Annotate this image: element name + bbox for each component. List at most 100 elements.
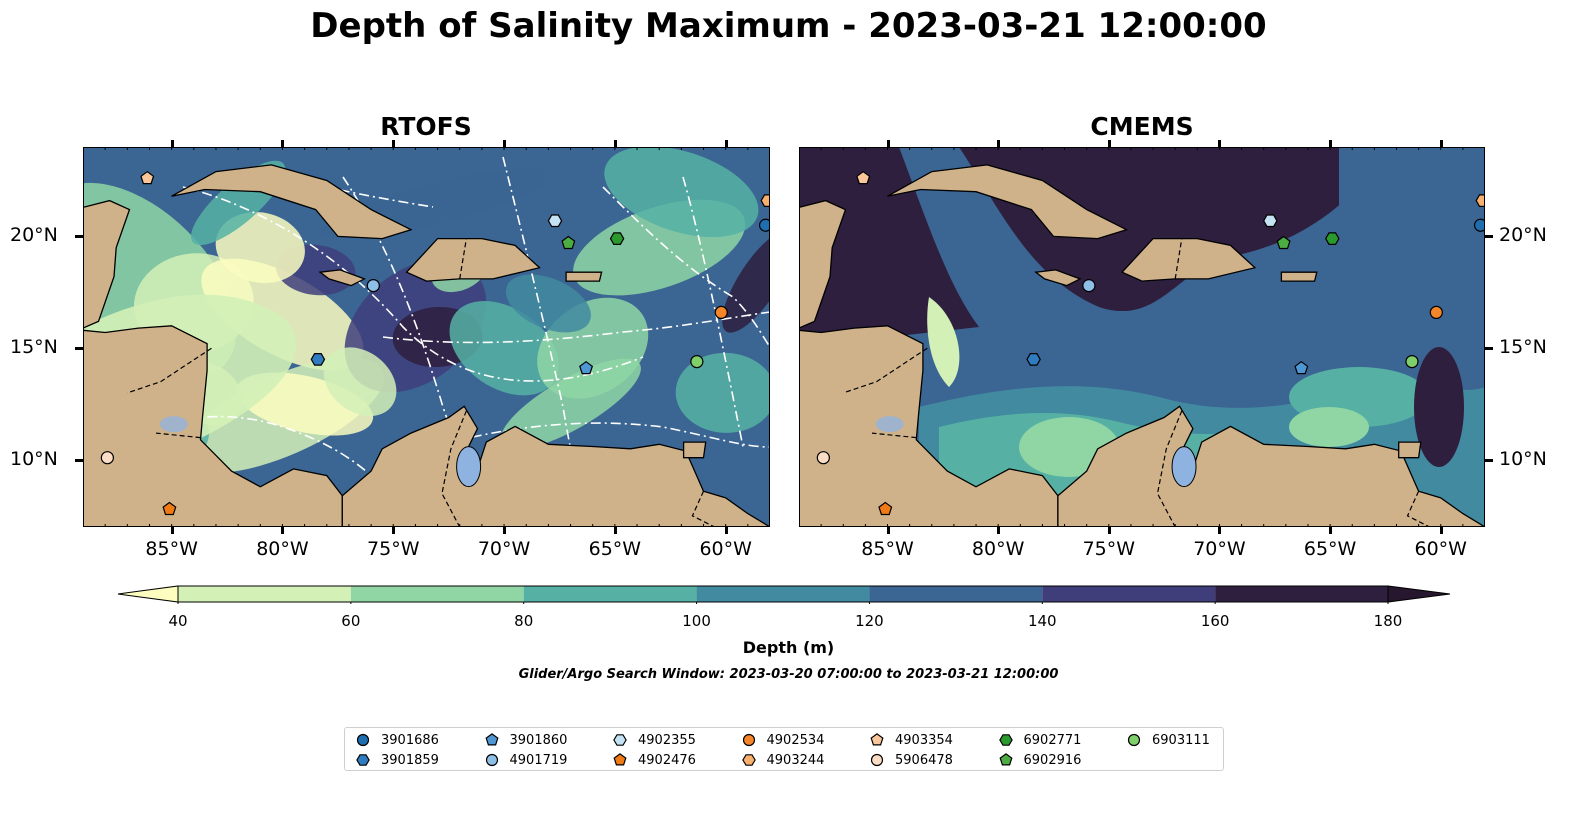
float-3901859 xyxy=(310,353,326,366)
major-tick xyxy=(503,140,507,147)
colorbar-extend-low xyxy=(117,585,179,603)
legend-item: 3901860 xyxy=(484,732,568,748)
lon-tick-label: 85°W xyxy=(861,538,914,560)
major-tick xyxy=(1439,527,1443,534)
float-4902476 xyxy=(162,501,177,516)
legend-marker xyxy=(613,753,627,766)
rtofs-field-patch xyxy=(449,301,559,396)
major-tick xyxy=(1218,527,1222,534)
land-cuba xyxy=(171,164,413,240)
colorbar-tick-label: 40 xyxy=(168,612,188,630)
legend-label: 4901719 xyxy=(509,752,568,768)
legend-label: 5906478 xyxy=(895,752,953,768)
major-tick xyxy=(1329,140,1333,147)
major-tick xyxy=(1439,140,1443,147)
legend-label: 3901686 xyxy=(381,732,439,748)
rtofs-map-panel xyxy=(83,147,770,527)
drifter-track xyxy=(262,166,434,208)
country-border xyxy=(691,490,715,527)
rtofs-field-patch xyxy=(604,147,759,238)
legend-item: 4903354 xyxy=(869,732,953,748)
legend-marker xyxy=(870,753,884,767)
float-4902355 xyxy=(1263,214,1278,228)
major-tick xyxy=(886,140,890,147)
legend-label: 6902916 xyxy=(1023,752,1082,768)
circle-marker-icon xyxy=(485,753,498,767)
country-border xyxy=(1406,490,1430,527)
major-tick xyxy=(997,527,1001,534)
lat-tick-label: 20°N xyxy=(10,224,58,247)
rtofs-field-patch xyxy=(722,229,770,333)
colorbar-tick-label: 60 xyxy=(341,612,361,630)
lon-tick-label: 60°W xyxy=(1414,538,1467,560)
colorbar-tick-label: 140 xyxy=(1027,612,1057,630)
land-southam xyxy=(341,405,770,527)
float-4903244 xyxy=(1475,194,1485,208)
float-5906478 xyxy=(100,451,114,465)
float-6903111 xyxy=(1405,354,1419,369)
major-tick xyxy=(281,527,285,534)
major-tick xyxy=(503,527,507,534)
pentagon-marker-icon xyxy=(998,753,1013,766)
major-tick xyxy=(1107,140,1111,147)
legend-marker xyxy=(613,734,627,746)
country-border xyxy=(127,347,212,394)
colorbar-frame xyxy=(177,585,1389,603)
colorbar-extend-high xyxy=(1387,585,1451,603)
figure-title: Depth of Salinity Maximum - 2023-03-21 1… xyxy=(310,6,1267,46)
drifter-track xyxy=(432,422,770,448)
lat-tick-label: 10°N xyxy=(10,447,58,470)
major-tick xyxy=(281,140,285,147)
search-window-text: Glider/Argo Search Window: 2023-03-20 07… xyxy=(518,667,1059,682)
legend-item: 4902476 xyxy=(612,752,696,768)
legend-item: 4902534 xyxy=(741,732,825,748)
float-6902916 xyxy=(1276,235,1291,250)
lon-tick-label: 65°W xyxy=(1303,538,1357,560)
major-tick xyxy=(613,527,617,534)
legend-label: 4902476 xyxy=(638,752,696,768)
major-tick xyxy=(613,140,617,147)
major-tick xyxy=(170,527,174,534)
hexagon-marker-icon xyxy=(613,734,627,746)
legend-marker xyxy=(356,733,370,747)
cmems-shallow-patch xyxy=(1289,407,1369,447)
lon-tick-label: 75°W xyxy=(1082,538,1136,560)
country-border xyxy=(459,238,467,279)
legend-label: 3901860 xyxy=(509,732,568,748)
drifter-track xyxy=(382,311,770,344)
legend-marker xyxy=(485,753,498,767)
legend-item: 5906478 xyxy=(869,752,953,768)
major-tick xyxy=(886,527,890,534)
lon-tick-label: 65°W xyxy=(588,538,642,560)
legend-label: 3901859 xyxy=(381,752,439,768)
major-tick xyxy=(392,527,396,534)
land-hispaniola xyxy=(1121,237,1257,282)
legend-label: 4902534 xyxy=(766,732,825,748)
legend-marker xyxy=(998,753,1013,766)
cmems-deep-patch xyxy=(1414,347,1464,467)
panel-title-rtofs: RTOFS xyxy=(380,112,472,141)
land-jamaica xyxy=(1034,269,1082,287)
float-3901860 xyxy=(579,360,594,375)
rtofs-field-patch xyxy=(201,258,364,371)
legend-item: 3901859 xyxy=(355,752,439,768)
drifter-track xyxy=(682,176,744,448)
major-tick xyxy=(1485,458,1493,462)
float-3901860 xyxy=(1294,360,1309,375)
colorbar-tick-label: 160 xyxy=(1200,612,1230,630)
float-4903354 xyxy=(856,170,871,185)
legend-item: 6903111 xyxy=(1126,732,1210,748)
panel-frame xyxy=(83,147,770,527)
colorbar-tick-label: 120 xyxy=(855,612,884,630)
hexagon-marker-icon xyxy=(356,754,370,766)
legend-marker xyxy=(870,733,884,746)
major-tick xyxy=(75,235,83,239)
lon-tick-label: 80°W xyxy=(256,538,309,560)
colorbar-bin xyxy=(1042,586,1216,602)
float-6902771 xyxy=(609,232,625,246)
cmems-deep-patch xyxy=(799,147,979,347)
lake-nicaragua xyxy=(875,416,904,433)
float-4901719 xyxy=(1082,278,1096,293)
land-jamaica xyxy=(318,269,367,287)
major-tick xyxy=(1218,140,1222,147)
